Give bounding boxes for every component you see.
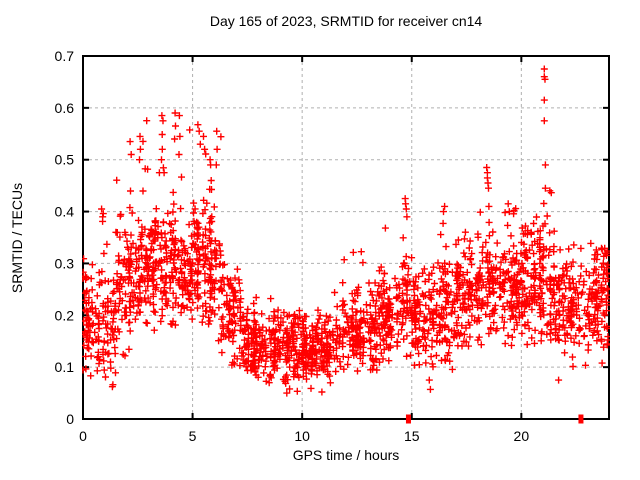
zero-value-marker	[405, 414, 411, 424]
x-tick-label: 0	[79, 428, 87, 444]
y-tick-label: 0.2	[55, 307, 75, 323]
zero-value-marker	[578, 414, 584, 424]
chart-title: Day 165 of 2023, SRMTID for receiver cn1…	[209, 13, 483, 29]
y-tick-label: 0.3	[55, 255, 75, 271]
y-tick-label: 0.5	[55, 152, 75, 168]
y-tick-label: 0.4	[55, 204, 75, 220]
y-tick-label: 0.7	[55, 48, 75, 64]
y-tick-label: 0.1	[55, 359, 75, 375]
x-tick-label: 5	[189, 428, 197, 444]
scatter-points	[82, 65, 610, 397]
x-tick-label: 10	[294, 428, 310, 444]
y-tick-label: 0.6	[55, 100, 75, 116]
x-axis-title: GPS time / hours	[292, 447, 400, 463]
plot-border	[82, 55, 610, 420]
y-tick-label: 0	[66, 411, 74, 427]
x-tick-label: 20	[514, 428, 530, 444]
x-tick-label: 15	[404, 428, 420, 444]
